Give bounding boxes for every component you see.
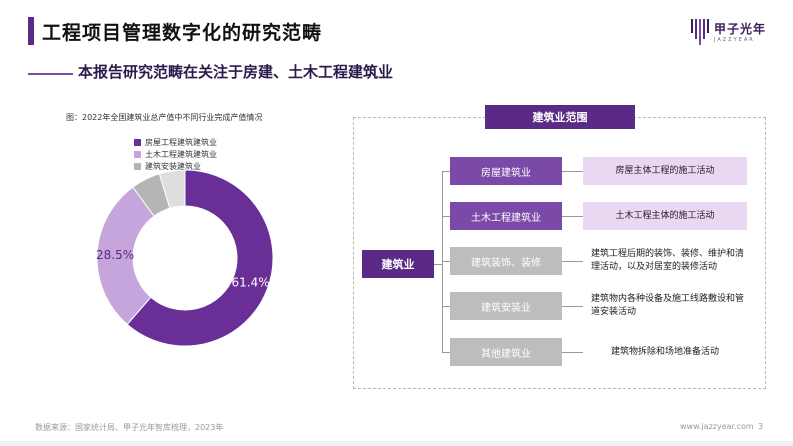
connector-line — [442, 352, 450, 353]
connector-line — [562, 352, 583, 353]
data-label: 28.5% — [96, 248, 134, 262]
category-node: 房屋建筑业 — [450, 157, 562, 185]
connector-line — [562, 306, 583, 307]
legend-label: 土木工程建筑建筑业 — [145, 149, 217, 159]
footer-website: www.jazzyear.com — [680, 422, 754, 431]
page-title: 工程项目管理数字化的研究范畴 — [42, 22, 323, 44]
logo-icon — [691, 19, 709, 45]
logo-name: 甲子光年 — [714, 21, 767, 36]
connector-line — [442, 261, 450, 262]
category-description: 土木工程主体的施工活动 — [583, 202, 747, 230]
legend-label: 建筑安装建筑业 — [145, 161, 201, 171]
legend-swatch — [134, 162, 141, 170]
connector-line — [562, 171, 583, 172]
footer-band — [0, 441, 793, 446]
category-node: 建筑安装业 — [450, 292, 562, 320]
title-accent-bar — [28, 17, 34, 45]
connector-line — [442, 306, 450, 307]
legend-item: 土木工程建筑建筑业 — [134, 148, 217, 160]
legend-label: 房屋工程建筑建筑业 — [145, 137, 217, 147]
category-description: 建筑工程后期的装饰、装修、维护和清理活动，以及对居室的装修活动 — [591, 249, 745, 272]
data-source-note: 数据来源：国家统计局、甲子光年智库梳理，2023年 — [35, 423, 224, 432]
logo-name-en: JAZZYEAR — [714, 36, 755, 43]
legend-item: 房屋工程建筑建筑业 — [134, 136, 217, 148]
legend-item: 建筑安装建筑业 — [134, 160, 217, 172]
donut-slice — [126, 169, 274, 347]
data-label: 61.4% — [231, 276, 269, 290]
connector-line — [562, 261, 583, 262]
chart-legend: 房屋工程建筑建筑业 土木工程建筑建筑业 建筑安装建筑业 — [134, 136, 217, 172]
chart-title: 图：2022年全国建筑业总产值中不同行业完成产值情况 — [66, 113, 263, 122]
donut-slice — [96, 186, 155, 326]
category-node: 其他建筑业 — [450, 338, 562, 366]
category-description: 建筑物内各种设备及施工线路敷设和管道安装活动 — [591, 294, 745, 317]
category-description: 建筑物拆除和场地准备活动 — [610, 346, 719, 357]
section-subtitle: 本报告研究范畴在关注于房建、土木工程建筑业 — [78, 63, 394, 81]
category-node: 土木工程建筑业 — [450, 202, 562, 230]
donut-chart: 61.4% 28.5% — [96, 169, 274, 347]
scope-header: 建筑业范围 — [485, 105, 635, 129]
connector-line — [442, 216, 450, 217]
donut-slice — [158, 169, 186, 209]
connector-line — [434, 264, 442, 265]
root-node: 建筑业 — [362, 250, 434, 278]
connector-line — [442, 171, 450, 172]
legend-swatch — [134, 138, 141, 146]
brand-logo: 甲子光年 JAZZYEAR — [690, 16, 766, 46]
category-node: 建筑装饰、装修 — [450, 247, 562, 275]
subtitle-accent-line — [28, 73, 73, 75]
category-description: 房屋主体工程的施工活动 — [583, 157, 747, 185]
page-number: 3 — [758, 422, 764, 431]
connector-line — [562, 216, 583, 217]
legend-swatch — [134, 150, 141, 158]
